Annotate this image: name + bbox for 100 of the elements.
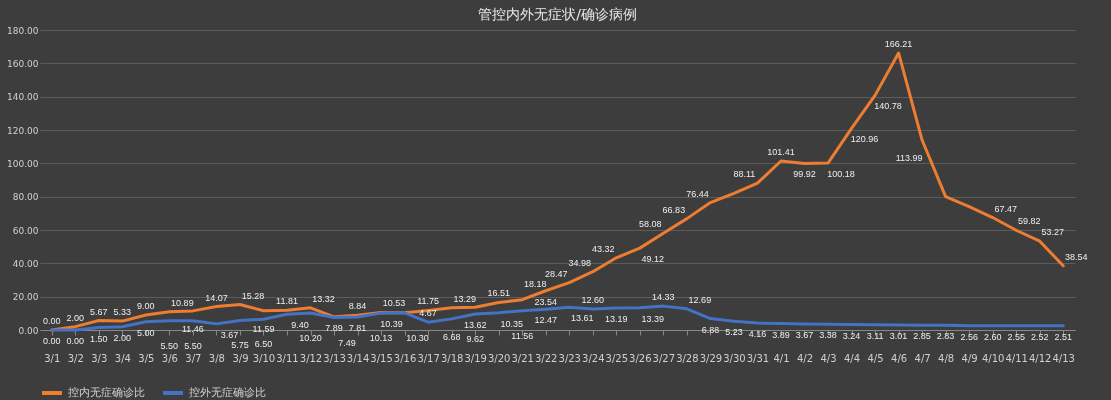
data-label: 10.30 xyxy=(406,332,429,343)
x-tick-label: 3/24 xyxy=(582,352,605,364)
data-label: 10.53 xyxy=(382,298,406,309)
x-tick-label: 4/3 xyxy=(820,352,837,364)
data-label: 34.98 xyxy=(568,257,592,268)
x-tick-label: 3/15 xyxy=(370,352,393,364)
x-tick-label: 3/4 xyxy=(114,352,131,364)
data-label: 28.47 xyxy=(545,268,568,279)
data-label: 59.82 xyxy=(1017,216,1041,227)
data-label: 10.35 xyxy=(500,318,523,329)
data-label: 67.47 xyxy=(994,203,1017,214)
x-tick-label: 4/1 xyxy=(773,352,790,364)
data-label: 0.00 xyxy=(43,316,61,326)
x-tick-label: 3/19 xyxy=(464,352,487,364)
x-tick-label: 3/13 xyxy=(323,352,346,364)
x-tick-label: 3/3 xyxy=(91,352,108,364)
data-label: 2.60 xyxy=(983,331,1002,342)
x-tick-label: 4/5 xyxy=(867,352,884,364)
y-tick-label: 0.00 xyxy=(18,325,39,336)
data-label: 58.08 xyxy=(639,219,662,230)
data-label: 101.41 xyxy=(767,146,795,157)
y-tick-label: 180.00 xyxy=(7,25,39,36)
data-label: 2.00 xyxy=(66,312,85,323)
data-label: 53.27 xyxy=(1041,227,1064,238)
x-tick-label: 3/5 xyxy=(138,352,155,364)
data-label: 9.62 xyxy=(466,333,484,344)
data-label: 7.81 xyxy=(348,322,367,333)
x-tick-label: 4/12 xyxy=(1028,352,1052,364)
data-label: 7.89 xyxy=(325,322,343,333)
x-tick-label: 4/7 xyxy=(914,352,931,364)
x-tick-label: 3/9 xyxy=(232,352,249,364)
data-label: 3.67 xyxy=(795,329,814,340)
data-label: 12.47 xyxy=(534,315,557,326)
data-label: 11.46 xyxy=(181,323,204,334)
x-tick-label: 3/11 xyxy=(276,352,299,364)
y-tick-label: 100.00 xyxy=(7,158,39,169)
data-label: 2.52 xyxy=(1030,331,1049,342)
data-label: 11.75 xyxy=(417,296,440,307)
data-label: 5.50 xyxy=(160,340,179,351)
x-tick-label: 3/2 xyxy=(67,352,84,364)
x-tick-label: 3/25 xyxy=(605,352,629,364)
data-label: 11.81 xyxy=(276,296,298,307)
data-label: 140.78 xyxy=(874,101,902,112)
data-label: 5.33 xyxy=(113,307,132,318)
x-tick-label: 4/6 xyxy=(891,352,908,364)
data-label: 43.32 xyxy=(592,243,615,254)
data-label: 5.75 xyxy=(231,340,249,351)
data-label: 3.01 xyxy=(889,330,908,341)
data-label: 76.44 xyxy=(686,188,709,199)
y-tick-label: 40.00 xyxy=(12,258,39,269)
y-tick-label: 120.00 xyxy=(7,125,39,136)
x-tick-label: 4/9 xyxy=(961,352,978,364)
data-label: 120.96 xyxy=(850,134,879,145)
x-tick-label: 4/11 xyxy=(1005,352,1028,364)
data-label: 23.54 xyxy=(534,296,557,307)
x-tick-label: 3/27 xyxy=(652,352,676,364)
data-label: 13.62 xyxy=(463,320,487,331)
x-tick-label: 3/17 xyxy=(417,352,440,364)
y-tick-label: 60.00 xyxy=(12,225,39,236)
data-label: 2.85 xyxy=(913,331,931,342)
data-label: 13.19 xyxy=(605,314,628,325)
y-tick-label: 140.00 xyxy=(7,92,39,103)
data-label: 3.89 xyxy=(772,329,790,340)
x-tick-label: 3/18 xyxy=(440,352,464,364)
data-label: 16.51 xyxy=(487,288,510,299)
data-label: 2.51 xyxy=(1054,331,1072,342)
x-tick-label: 4/13 xyxy=(1052,352,1075,364)
y-tick-label: 80.00 xyxy=(12,192,39,203)
y-tick-label: 160.00 xyxy=(7,58,39,69)
data-label: 10.39 xyxy=(380,318,403,329)
x-tick-label: 3/20 xyxy=(487,352,511,364)
data-label: 7.49 xyxy=(338,337,356,348)
x-tick-label: 3/26 xyxy=(629,352,652,364)
data-label: 113.99 xyxy=(895,153,923,164)
data-label: 6.68 xyxy=(442,331,461,342)
data-label: 66.83 xyxy=(662,204,686,215)
x-tick-label: 3/1 xyxy=(44,352,61,364)
data-label: 11.59 xyxy=(252,323,275,334)
data-label: 0.00 xyxy=(43,336,61,346)
x-tick-label: 3/22 xyxy=(535,352,558,364)
data-label: 10.13 xyxy=(369,333,393,344)
data-label: 3.67 xyxy=(220,329,239,340)
data-label: 13.29 xyxy=(453,293,476,304)
chart-title: 管控内外无症状/确诊病例 xyxy=(478,6,637,22)
data-label: 2.83 xyxy=(936,331,955,342)
data-label: 12.60 xyxy=(581,295,605,305)
data-label: 6.50 xyxy=(254,339,273,350)
data-label: 5.23 xyxy=(725,327,743,338)
x-tick-label: 3/31 xyxy=(746,352,770,364)
x-tick-label: 3/28 xyxy=(676,352,699,364)
x-tick-label: 4/2 xyxy=(796,352,814,364)
data-label: 3.11 xyxy=(866,330,884,341)
data-label: 11.56 xyxy=(511,330,534,341)
legend-label: 控外无症确诊比 xyxy=(189,386,266,399)
x-tick-label: 3/12 xyxy=(299,352,323,364)
data-label: 5.67 xyxy=(90,306,108,317)
data-label: 0.00 xyxy=(66,336,85,346)
data-label: 88.11 xyxy=(733,169,756,180)
data-label: 10.20 xyxy=(299,333,322,343)
data-label: 8.84 xyxy=(348,301,367,312)
